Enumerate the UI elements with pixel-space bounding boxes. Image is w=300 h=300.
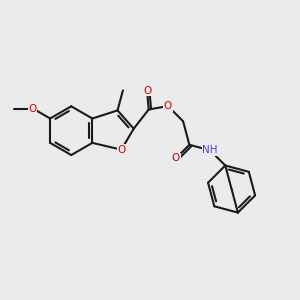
Text: O: O <box>164 101 172 111</box>
Text: O: O <box>29 103 37 113</box>
Text: O: O <box>143 85 151 95</box>
Text: O: O <box>117 145 125 155</box>
Text: NH: NH <box>202 145 218 155</box>
Text: O: O <box>172 153 180 163</box>
